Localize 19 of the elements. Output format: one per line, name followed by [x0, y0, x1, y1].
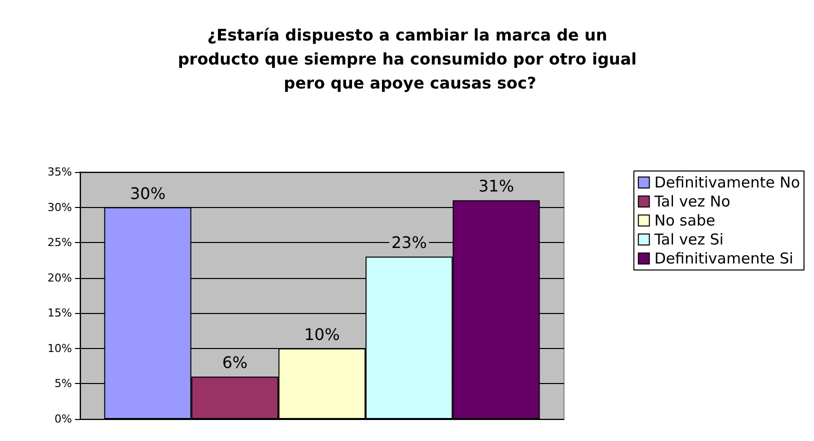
y-tick-label: 30% [48, 200, 72, 214]
legend-label: Definitivamente Si [654, 250, 794, 268]
data-label: 6% [222, 353, 248, 372]
legend-label: Tal vez No [653, 192, 730, 210]
y-tick-label: 0% [54, 412, 72, 426]
legend-label: No sabe [654, 212, 716, 230]
data-label: 31% [478, 176, 514, 196]
y-tick-label: 15% [48, 306, 72, 320]
y-tick-label: 20% [48, 271, 72, 284]
data-label: 23% [391, 233, 427, 252]
data-label: 30% [130, 184, 166, 203]
data-label: 10% [304, 324, 340, 344]
y-tick-label: 10% [48, 342, 72, 355]
legend-label: Definitivamente No [654, 174, 800, 192]
y-tick-label: 5% [54, 377, 72, 390]
y-tick-label: 25% [48, 236, 72, 250]
legend-label: Tal vez Si [653, 230, 724, 248]
y-tick-label: 35% [48, 166, 72, 178]
chart-title: ¿Estaría dispuesto a cambiar la marca de un producto que siempre ha consumido por otro igual pero que apoye causas soc? [178, 26, 642, 92]
